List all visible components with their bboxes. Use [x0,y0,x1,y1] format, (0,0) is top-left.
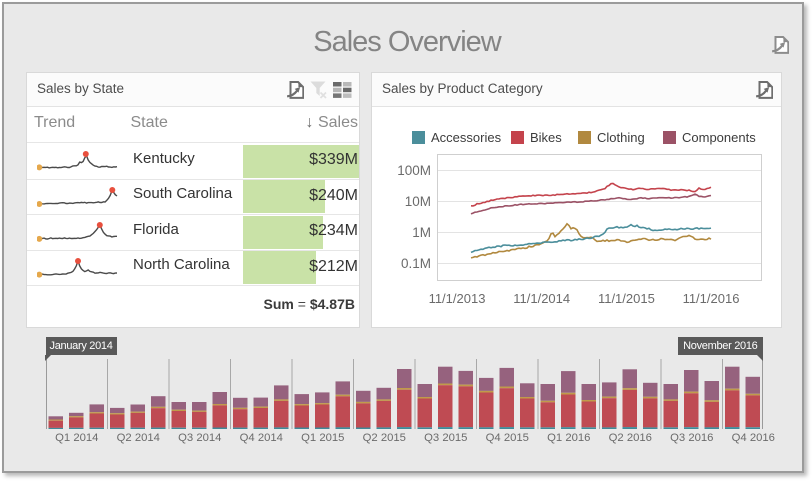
svg-text:1M: 1M [412,225,431,240]
svg-text:Q2 2015: Q2 2015 [363,432,406,444]
svg-text:11/1/2014: 11/1/2014 [513,291,570,306]
svg-text:Components: Components [682,130,756,145]
svg-text:Q3 2016: Q3 2016 [670,432,713,444]
svg-text:Clothing: Clothing [597,130,645,145]
svg-text:11/1/2016: 11/1/2016 [683,291,740,306]
svg-text:Q2 2016: Q2 2016 [609,432,652,444]
svg-text:Q3 2014: Q3 2014 [178,432,221,444]
svg-text:Accessories: Accessories [431,130,502,145]
svg-text:Q4 2016: Q4 2016 [732,432,775,444]
svg-text:10M: 10M [405,194,431,209]
svg-text:Q4 2014: Q4 2014 [240,432,283,444]
svg-text:Q1 2014: Q1 2014 [55,432,98,444]
svg-text:Bikes: Bikes [530,130,562,145]
svg-text:11/1/2015: 11/1/2015 [598,291,655,306]
svg-text:100M: 100M [397,163,431,178]
svg-text:Q4 2015: Q4 2015 [486,432,529,444]
svg-text:0.1M: 0.1M [401,256,431,271]
svg-text:Q1 2016: Q1 2016 [547,432,590,444]
svg-text:11/1/2013: 11/1/2013 [429,291,486,306]
svg-text:Q3 2015: Q3 2015 [424,432,467,444]
svg-text:Q1 2015: Q1 2015 [301,432,344,444]
svg-text:Q2 2014: Q2 2014 [117,432,160,444]
